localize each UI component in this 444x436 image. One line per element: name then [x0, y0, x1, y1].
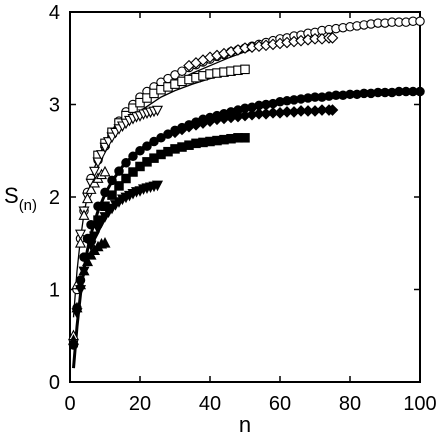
- data-point: [78, 264, 90, 276]
- x-tick-label: 80: [339, 393, 361, 415]
- data-point: [81, 192, 94, 204]
- y-tick-label: 0: [49, 372, 60, 394]
- y-axis-label-subscript: (n): [19, 197, 37, 214]
- data-point: [326, 32, 339, 44]
- data-point: [95, 150, 108, 161]
- data-point: [81, 255, 94, 267]
- data-point: [142, 141, 152, 151]
- y-tick-label: 2: [49, 187, 60, 209]
- x-tick-label: 100: [403, 393, 436, 415]
- series-diamond-open: [183, 32, 339, 72]
- data-point: [107, 175, 117, 186]
- x-tick-label: 60: [269, 393, 291, 415]
- series-triangle-up-open: [67, 165, 111, 341]
- data-point: [78, 209, 90, 220]
- data-point: [74, 278, 87, 290]
- series-triangle-up-filled: [67, 237, 111, 345]
- data-point: [74, 237, 87, 248]
- data-point: [240, 64, 250, 75]
- data-point: [151, 180, 164, 192]
- axis-ticks: 0 20 40 60 80 100 0 1 2 3 4: [49, 2, 437, 415]
- data-point: [326, 104, 339, 116]
- data-point: [135, 146, 145, 156]
- data-point: [74, 229, 87, 241]
- data-point: [128, 167, 138, 177]
- data-point: [99, 237, 111, 248]
- data-point: [99, 165, 111, 177]
- data-points: [67, 16, 425, 350]
- data-point: [67, 334, 80, 345]
- data-point: [95, 217, 108, 229]
- y-tick-label: 1: [49, 280, 60, 302]
- data-point: [415, 86, 425, 97]
- x-tick-label: 20: [129, 393, 151, 415]
- data-point: [71, 301, 83, 313]
- y-axis-label-main: S: [4, 183, 19, 208]
- y-tick-label: 3: [49, 95, 60, 117]
- x-tick-label: 40: [199, 393, 221, 415]
- data-point: [107, 190, 117, 200]
- data-point: [92, 224, 104, 235]
- fit-curve: [72, 89, 420, 369]
- data-point: [92, 157, 104, 169]
- data-point: [85, 183, 97, 194]
- data-point: [121, 158, 131, 168]
- x-tick-label: 0: [64, 393, 75, 415]
- data-point: [114, 166, 124, 176]
- data-point: [114, 181, 124, 191]
- series-diamond-filled: [169, 104, 339, 139]
- data-point: [151, 105, 164, 117]
- data-point: [99, 142, 111, 154]
- data-point: [240, 133, 250, 143]
- data-point: [415, 16, 425, 26]
- y-tick-label: 4: [49, 2, 60, 24]
- data-point: [85, 240, 97, 252]
- data-point: [128, 151, 138, 162]
- data-point: [121, 173, 131, 184]
- y-axis-label: S(n): [4, 183, 37, 214]
- data-point: [88, 231, 101, 243]
- data-point: [88, 166, 101, 178]
- series-square-filled: [86, 133, 250, 244]
- x-axis-label: n: [239, 412, 251, 436]
